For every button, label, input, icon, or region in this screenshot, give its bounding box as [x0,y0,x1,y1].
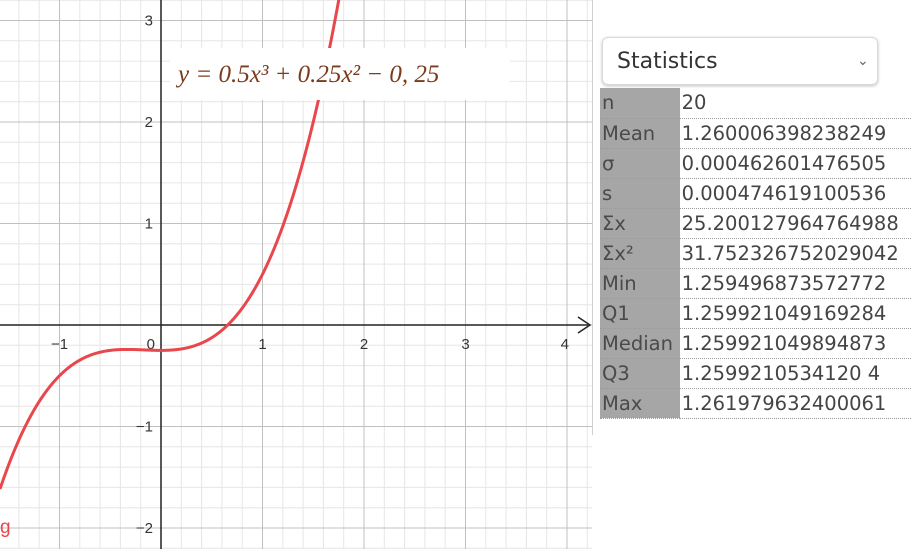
stats-row: Σx 25.200127964764988 [600,208,911,239]
stats-value[interactable]: 1.260006398238249 [679,118,911,149]
function-curve[interactable] [0,0,342,490]
stats-value[interactable]: 1.259921049169284 [679,298,911,329]
stats-label: Q3 [600,358,680,389]
chevron-down-icon: ⌄ [857,53,869,69]
stats-label: s [600,178,680,209]
x-tick-label: 2 [360,336,368,353]
stats-label: Σx² [600,238,680,269]
stats-row: Max 1.261979632400061 [600,388,911,419]
x-tick-label: 0 [147,336,155,353]
stats-row: n 20 [600,88,911,119]
y-tick-label: 2 [145,114,153,131]
x-axis-arrow [577,316,592,334]
stats-label: Median [600,328,680,359]
function-name-label[interactable]: g [0,517,11,538]
y-tick-label: 1 [145,216,153,233]
stats-row: Median 1.259921049894873 [600,328,911,359]
dropdown-selected-value: Statistics [617,48,718,74]
graph-view[interactable]: −1 0 1 2 3 4 3 2 1 −1 −2 g y = 0.5x³ + 0.25x² − 0,… [0,0,592,549]
graphing-canvas[interactable]: −1 0 1 2 3 4 3 2 1 −1 −2 g y = 0.5x³ + 0.25x² − 0,… [0,0,592,549]
stats-row: Σx² 31.752326752029042 [600,238,911,269]
stats-row: σ 0.000462601476505 [600,148,911,179]
x-tick-label: 3 [461,336,469,353]
x-tick-label: −1 [51,336,68,353]
y-tick-label: −2 [136,520,153,537]
stats-value[interactable]: 0.000462601476505 [679,148,911,179]
axes [0,0,592,549]
y-tick-label: 3 [145,13,153,30]
stats-label: Σx [600,208,680,239]
stats-row: Mean 1.260006398238249 [600,118,911,149]
tick-labels: −1 0 1 2 3 4 3 2 1 −1 −2 [51,13,569,538]
y-tick-label: −1 [136,419,153,436]
formula-text: y = 0.5x³ + 0.25x² − 0, 25 [175,61,439,88]
statistics-type-dropdown[interactable]: Statistics ⌄ [602,37,878,85]
stats-value[interactable]: 0.000474619100536 [679,178,911,209]
stats-value[interactable]: 1.259921049894873 [679,328,911,359]
statistics-table: n 20 Mean 1.260006398238249 σ 0.0004626014765… [600,88,911,419]
stats-label: Min [600,268,680,299]
stats-label: σ [600,148,680,179]
stats-row: Min 1.259496873572772 [600,268,911,299]
stats-row: s 0.000474619100536 [600,178,911,209]
panel-divider [592,0,593,435]
stats-label: Mean [600,118,680,149]
stats-row: Q3 1.2599210534120 4 [600,358,911,389]
x-tick-label: 1 [258,336,266,353]
stats-label: Q1 [600,298,680,329]
stats-value[interactable]: 20 [679,88,911,119]
stats-value[interactable]: 1.2599210534120 4 [679,358,911,389]
formula-label[interactable]: y = 0.5x³ + 0.25x² − 0, 25 [170,48,510,100]
stats-row: Q1 1.259921049169284 [600,298,911,329]
formula-label-background [170,48,510,100]
stats-value[interactable]: 1.259496873572772 [679,268,911,299]
x-tick-label: 4 [561,336,569,353]
stats-label: Max [600,388,680,419]
stats-value[interactable]: 31.752326752029042 [679,238,911,269]
stats-value[interactable]: 25.200127964764988 [679,208,911,239]
stats-label: n [600,88,680,119]
stats-value[interactable]: 1.261979632400061 [679,388,911,419]
statistics-panel: Statistics ⌄ n 20 Mean 1.260006398238249 σ 0.… [592,0,911,549]
